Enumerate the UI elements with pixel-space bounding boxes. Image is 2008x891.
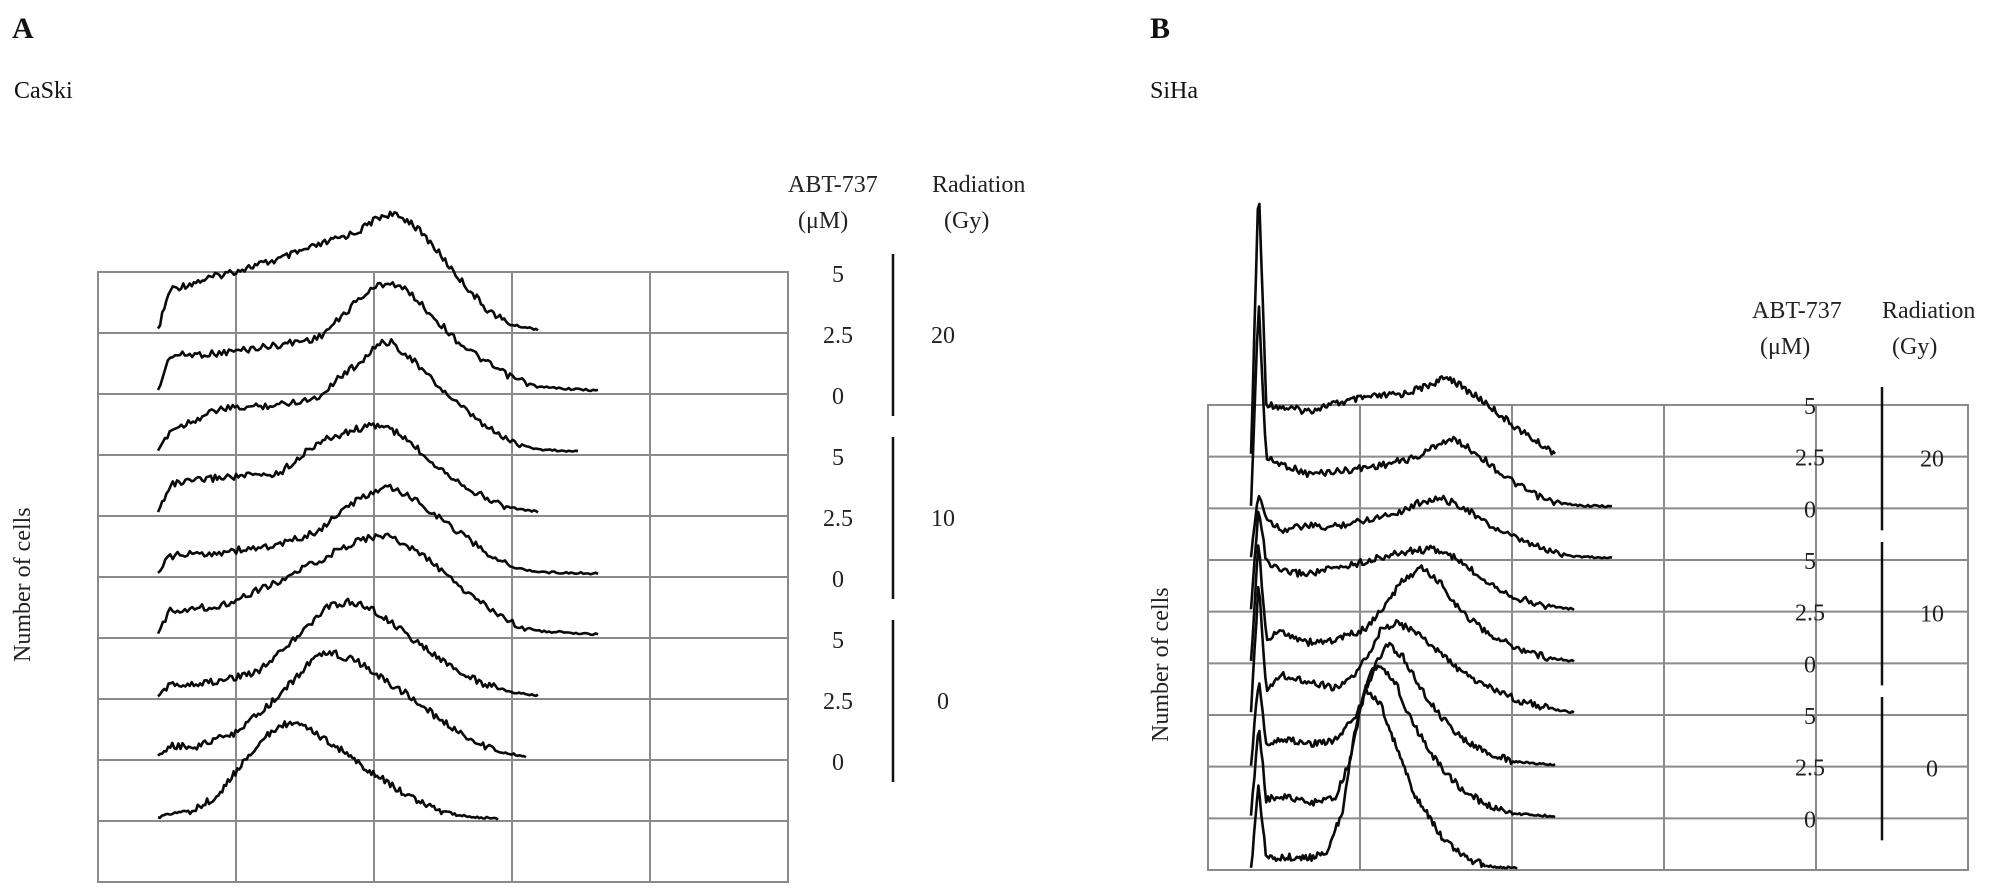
radiation-dose-label: 10 bbox=[1920, 602, 1944, 628]
abt737-level-label: 0 bbox=[832, 384, 844, 410]
abt737-level-label: 5 bbox=[1804, 704, 1816, 730]
panel-a-letter: A bbox=[12, 12, 34, 45]
panel-a-cell-line: CaSki bbox=[14, 78, 73, 104]
abt737-level-label: 0 bbox=[832, 567, 844, 593]
panel-b-abt737-levels: 5 2.5 0 5 2.5 0 5 2.5 0 bbox=[1795, 394, 1825, 833]
abt737-level-label: 5 bbox=[832, 262, 844, 288]
histogram-trace-0gy-5um bbox=[157, 597, 539, 698]
abt737-level-label: 5 bbox=[832, 628, 844, 654]
abt737-level-label: 2.5 bbox=[823, 689, 853, 715]
panel-b-drug-header: ABT-737 bbox=[1752, 298, 1842, 324]
panel-a-radiation-unit: (Gy) bbox=[944, 208, 989, 234]
histogram-trace-20gy-2_5um bbox=[156, 281, 599, 393]
histogram-trace-20gy-5um bbox=[1249, 202, 1557, 456]
histogram-trace-0gy-2_5um bbox=[157, 649, 527, 759]
panel-a-y-axis-label: Number of cells bbox=[10, 507, 36, 662]
abt737-level-label: 5 bbox=[1804, 549, 1816, 575]
histogram-trace-0gy-5um bbox=[1249, 641, 1556, 767]
histogram-trace-0gy-2_5um bbox=[1249, 664, 1556, 819]
abt737-level-label: 0 bbox=[1804, 652, 1816, 678]
panel-a-abt737-levels: 5 2.5 0 5 2.5 0 5 2.5 0 bbox=[823, 262, 853, 776]
radiation-dose-label: 20 bbox=[931, 323, 955, 349]
histogram-trace-10gy-5um bbox=[1249, 510, 1575, 612]
radiation-dose-label: 20 bbox=[1920, 447, 1944, 473]
abt737-level-label: 0 bbox=[832, 750, 844, 776]
abt737-level-label: 5 bbox=[1804, 394, 1816, 420]
abt737-level-label: 2.5 bbox=[1795, 601, 1825, 627]
histogram-trace-20gy-0um bbox=[1249, 494, 1613, 560]
plot-frame bbox=[1207, 404, 1969, 871]
panel-a-radiation-groups: 20 10 0 bbox=[891, 254, 955, 782]
abt737-level-label: 2.5 bbox=[823, 323, 853, 349]
panel-b-drug-unit: (μM) bbox=[1760, 334, 1810, 360]
histogram-trace-20gy-0um bbox=[156, 338, 579, 453]
panel-b-grid bbox=[1207, 404, 1969, 871]
histogram-trace-10gy-5um bbox=[156, 422, 539, 514]
abt737-level-label: 2.5 bbox=[823, 506, 853, 532]
histogram-trace-0gy-0um bbox=[1249, 687, 1518, 870]
panel-b-radiation-groups: 20 10 0 bbox=[1880, 387, 1944, 841]
abt737-level-label: 2.5 bbox=[1795, 446, 1825, 472]
panel-b-histograms bbox=[1249, 202, 1613, 870]
panel-a-histograms bbox=[156, 210, 599, 821]
panel-b-radiation-header: Radiation bbox=[1882, 298, 1975, 324]
panel-a-drug-unit: (μM) bbox=[798, 208, 848, 234]
histogram-trace-10gy-0um bbox=[1249, 585, 1575, 714]
abt737-level-label: 0 bbox=[1804, 807, 1816, 833]
panel-a-grid bbox=[97, 271, 789, 883]
abt737-level-label: 5 bbox=[832, 445, 844, 471]
abt737-level-label: 2.5 bbox=[1795, 756, 1825, 782]
panel-b-radiation-unit: (Gy) bbox=[1892, 334, 1937, 360]
histogram-trace-20gy-2_5um bbox=[1249, 305, 1613, 509]
histogram-trace-0gy-0um bbox=[157, 720, 499, 821]
abt737-level-label: 0 bbox=[1804, 497, 1816, 523]
panel-b-y-axis-label: Number of cells bbox=[1148, 587, 1174, 742]
radiation-dose-label: 0 bbox=[937, 689, 949, 715]
panel-a-radiation-header: Radiation bbox=[932, 172, 1025, 198]
panel-a-drug-header: ABT-737 bbox=[788, 172, 878, 198]
histogram-trace-10gy-2_5um bbox=[1249, 544, 1575, 663]
panel-a: A CaSki ABT-737 (μM) Radiation (Gy) Numb… bbox=[10, 12, 1025, 883]
histogram-trace-20gy-5um bbox=[156, 210, 539, 332]
panel-b-letter: B bbox=[1150, 12, 1170, 45]
panel-b: B SiHa ABT-737 (μM) Radiation (Gy) Numbe… bbox=[1148, 12, 1975, 871]
radiation-dose-label: 0 bbox=[1926, 757, 1938, 783]
histogram-trace-10gy-0um bbox=[156, 532, 599, 637]
panel-b-cell-line: SiHa bbox=[1150, 78, 1198, 104]
histogram-trace-10gy-2_5um bbox=[157, 483, 599, 576]
radiation-dose-label: 10 bbox=[931, 506, 955, 532]
